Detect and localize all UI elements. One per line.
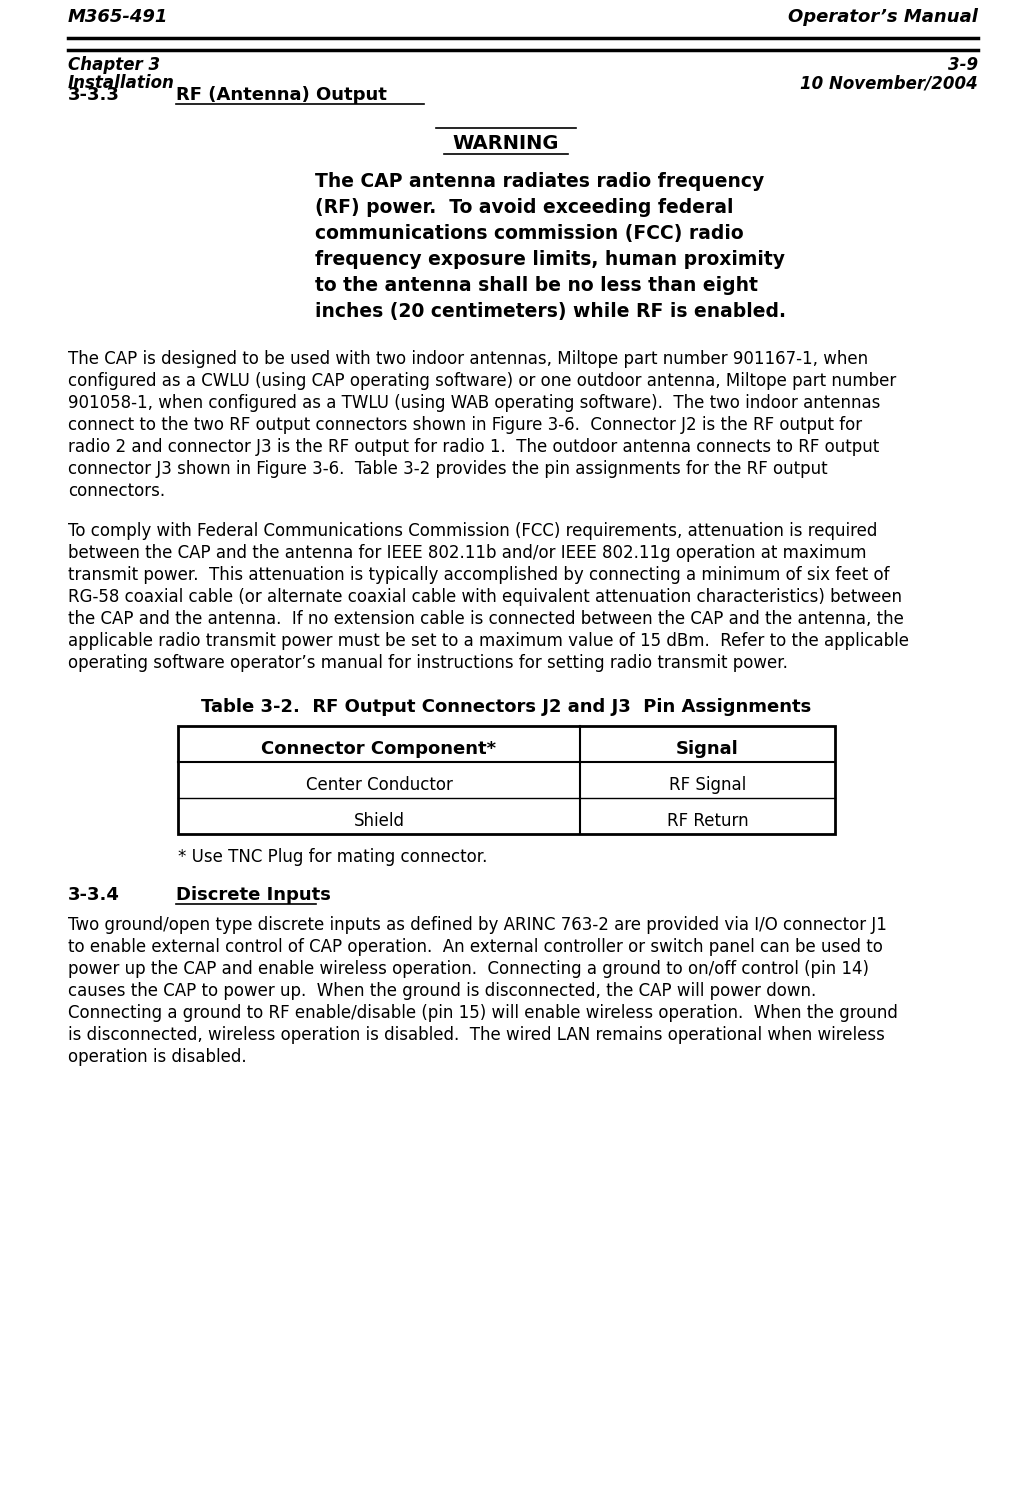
Text: 10 November/2004: 10 November/2004 <box>800 74 978 92</box>
Text: connect to the two RF output connectors shown in Figure 3-6.  Connector J2 is th: connect to the two RF output connectors … <box>68 417 862 434</box>
Text: Shield: Shield <box>354 812 404 830</box>
Text: Table 3-2.  RF Output Connectors J2 and J3  Pin Assignments: Table 3-2. RF Output Connectors J2 and J… <box>202 698 811 716</box>
Text: RG-58 coaxial cable (or alternate coaxial cable with equivalent attenuation char: RG-58 coaxial cable (or alternate coaxia… <box>68 588 902 606</box>
Text: power up the CAP and enable wireless operation.  Connecting a ground to on/off c: power up the CAP and enable wireless ope… <box>68 960 869 978</box>
Text: Two ground/open type discrete inputs as defined by ARINC 763-2 are provided via : Two ground/open type discrete inputs as … <box>68 917 886 934</box>
Text: frequency exposure limits, human proximity: frequency exposure limits, human proximi… <box>315 250 785 269</box>
Text: RF (Antenna) Output: RF (Antenna) Output <box>176 86 387 104</box>
Text: communications commission (FCC) radio: communications commission (FCC) radio <box>315 225 744 243</box>
Text: WARNING: WARNING <box>453 134 559 153</box>
Text: To comply with Federal Communications Commission (FCC) requirements, attenuation: To comply with Federal Communications Co… <box>68 522 877 540</box>
Text: transmit power.  This attenuation is typically accomplished by connecting a mini: transmit power. This attenuation is typi… <box>68 565 889 583</box>
Text: RF Signal: RF Signal <box>669 777 747 795</box>
Text: between the CAP and the antenna for IEEE 802.11b and/or IEEE 802.11g operation a: between the CAP and the antenna for IEEE… <box>68 545 866 562</box>
Text: The CAP antenna radiates radio frequency: The CAP antenna radiates radio frequency <box>315 173 764 190</box>
Text: (RF) power.  To avoid exceeding federal: (RF) power. To avoid exceeding federal <box>315 198 733 217</box>
Text: RF Return: RF Return <box>667 812 749 830</box>
Text: connector J3 shown in Figure 3-6.  Table 3-2 provides the pin assignments for th: connector J3 shown in Figure 3-6. Table … <box>68 460 828 478</box>
Text: Signal: Signal <box>676 740 738 757</box>
Text: operating software operator’s manual for instructions for setting radio transmit: operating software operator’s manual for… <box>68 655 788 673</box>
Text: Connecting a ground to RF enable/disable (pin 15) will enable wireless operation: Connecting a ground to RF enable/disable… <box>68 1004 898 1022</box>
Text: M365-491: M365-491 <box>68 7 168 25</box>
Text: 3-3.4: 3-3.4 <box>68 885 120 905</box>
Text: 3-3.3: 3-3.3 <box>68 86 120 104</box>
Text: Operator’s Manual: Operator’s Manual <box>788 7 978 25</box>
Text: radio 2 and connector J3 is the RF output for radio 1.  The outdoor antenna conn: radio 2 and connector J3 is the RF outpu… <box>68 437 879 455</box>
Text: Center Conductor: Center Conductor <box>306 777 453 795</box>
Text: 901058-1, when configured as a TWLU (using WAB operating software).  The two ind: 901058-1, when configured as a TWLU (usi… <box>68 394 880 412</box>
Text: connectors.: connectors. <box>68 482 165 500</box>
Text: * Use TNC Plug for mating connector.: * Use TNC Plug for mating connector. <box>178 848 487 866</box>
Text: Connector Component*: Connector Component* <box>261 740 496 757</box>
Text: Installation: Installation <box>68 74 175 92</box>
Text: the CAP and the antenna.  If no extension cable is connected between the CAP and: the CAP and the antenna. If no extension… <box>68 610 904 628</box>
Text: causes the CAP to power up.  When the ground is disconnected, the CAP will power: causes the CAP to power up. When the gro… <box>68 982 816 1000</box>
Text: to enable external control of CAP operation.  An external controller or switch p: to enable external control of CAP operat… <box>68 937 883 955</box>
Text: operation is disabled.: operation is disabled. <box>68 1048 246 1065</box>
Bar <box>178 726 835 762</box>
Text: to the antenna shall be no less than eight: to the antenna shall be no less than eig… <box>315 275 758 295</box>
Text: 3-9: 3-9 <box>948 57 978 74</box>
Text: is disconnected, wireless operation is disabled.  The wired LAN remains operatio: is disconnected, wireless operation is d… <box>68 1027 885 1045</box>
Bar <box>178 726 835 833</box>
Text: configured as a CWLU (using CAP operating software) or one outdoor antenna, Milt: configured as a CWLU (using CAP operatin… <box>68 372 897 390</box>
Text: Chapter 3: Chapter 3 <box>68 57 160 74</box>
Text: Discrete Inputs: Discrete Inputs <box>176 885 331 905</box>
Text: inches (20 centimeters) while RF is enabled.: inches (20 centimeters) while RF is enab… <box>315 302 786 321</box>
Text: applicable radio transmit power must be set to a maximum value of 15 dBm.  Refer: applicable radio transmit power must be … <box>68 632 909 650</box>
Text: The CAP is designed to be used with two indoor antennas, Miltope part number 901: The CAP is designed to be used with two … <box>68 350 868 368</box>
